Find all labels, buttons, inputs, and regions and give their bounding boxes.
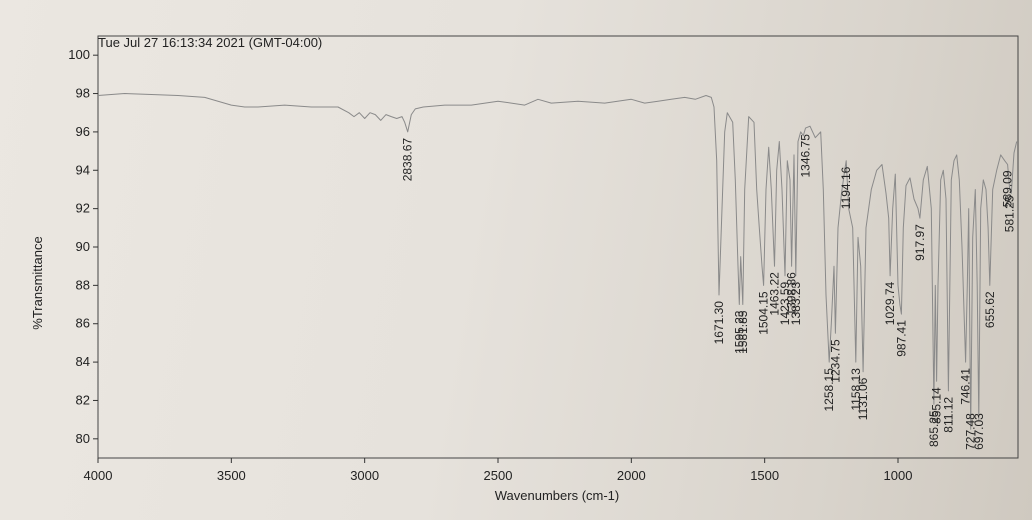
peak-label: 1383.23: [789, 281, 803, 325]
x-tick-label: 3500: [217, 468, 246, 483]
peak-label: 697.03: [972, 413, 986, 450]
peak-label: 1595.23: [732, 310, 746, 354]
peak-label: 1398.86: [785, 272, 799, 316]
peak-label: 655.62: [983, 291, 997, 328]
peak-label: 1671.30: [712, 301, 726, 345]
y-axis-title: %Transmittance: [30, 236, 45, 329]
peak-label: 1346.75: [799, 134, 813, 178]
y-tick-label: 86: [76, 316, 90, 331]
peak-label: 917.97: [913, 224, 927, 261]
peak-label: 1194.16: [839, 166, 853, 209]
y-tick-label: 90: [76, 239, 90, 254]
y-tick-label: 96: [76, 124, 90, 139]
y-tick-label: 82: [76, 392, 90, 407]
peak-label: 746.41: [959, 368, 973, 405]
peak-label: 1131.06: [856, 377, 870, 420]
peak-label: 865.25: [927, 410, 941, 447]
peak-label: 1423.59: [778, 281, 792, 325]
x-tick-label: 2000: [617, 468, 646, 483]
peak-label: 2838.67: [401, 138, 415, 182]
y-tick-label: 100: [68, 47, 90, 62]
peak-label: 727.48: [964, 413, 978, 450]
x-tick-label: 1500: [750, 468, 779, 483]
x-tick-label: 3000: [350, 468, 379, 483]
peak-label: 589.09: [1001, 170, 1015, 207]
y-tick-label: 84: [76, 354, 90, 369]
peak-label: 1463.22: [768, 272, 782, 316]
peak-label: 1258.15: [822, 368, 836, 412]
print-timestamp: Tue Jul 27 16:13:34 2021 (GMT-04:00): [98, 35, 322, 50]
peak-label: 1029.74: [883, 281, 897, 325]
transmittance-series-line: [97, 93, 1018, 430]
x-tick-label: 1000: [884, 468, 913, 483]
plot-frame: [97, 35, 1019, 459]
x-tick-label: 4000: [84, 468, 113, 483]
y-tick-label: 80: [76, 431, 90, 446]
y-tick-label: 92: [76, 201, 90, 216]
x-tick-label: 2500: [484, 468, 513, 483]
peak-label: 1158.13: [849, 368, 863, 411]
y-tick-label: 98: [76, 86, 90, 101]
peak-label: 1234.75: [828, 339, 842, 383]
peak-label: 1581.85: [736, 310, 750, 354]
peak-label: 1504.15: [757, 291, 771, 335]
y-tick-label: 88: [76, 277, 90, 292]
peak-label: 855.14: [930, 387, 944, 424]
y-tick-label: 94: [76, 162, 90, 177]
peak-label: 581.25: [1003, 195, 1017, 232]
x-axis-title: Wavenumbers (cm-1): [495, 488, 619, 503]
peak-label: 987.41: [894, 320, 908, 357]
peak-label: 811.12: [941, 397, 955, 433]
